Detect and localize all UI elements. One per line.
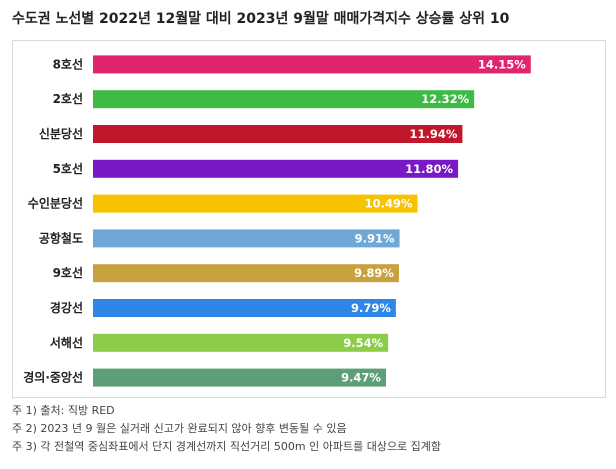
data-label: 9.79%	[351, 301, 391, 315]
data-label: 11.94%	[409, 127, 457, 141]
bar	[93, 90, 475, 109]
category-label: 서해선	[50, 335, 83, 350]
category-label: 경의·중앙선	[23, 370, 83, 385]
footnotes: 주 1) 출처: 직방 RED 주 2) 2023 년 9 월은 실거래 신고가…	[12, 402, 441, 456]
bar	[93, 55, 531, 74]
chart-title: 수도권 노선별 2022년 12월말 대비 2023년 9월말 매매가격지수 상…	[12, 11, 510, 27]
data-label: 9.91%	[355, 231, 395, 245]
bar-chart: 8호선 14.15% 2호선 12.32% 신분당선 11.94% 5호선 11.80% 수인분…	[23, 55, 531, 387]
footnote-source: 주 1) 출처: 직방 RED	[12, 404, 115, 417]
data-label: 9.47%	[341, 371, 381, 385]
data-label: 11.80%	[405, 162, 453, 176]
data-label: 12.32%	[421, 92, 469, 106]
footnote-note-3: 주 3) 각 전철역 중심좌표에서 단지 경계선까지 직선거리 500m 인 아…	[12, 440, 442, 453]
chart-area: 8호선 14.15% 2호선 12.32% 신분당선 11.94% 5호선 11.80% 수인분…	[12, 40, 606, 398]
category-label: 공항철도	[39, 230, 83, 245]
category-label: 경강선	[50, 300, 83, 315]
data-label: 10.49%	[365, 197, 413, 211]
bar	[93, 368, 386, 387]
bar	[93, 125, 463, 143]
bar	[93, 229, 400, 248]
data-label: 14.15%	[478, 57, 526, 71]
bar	[93, 159, 459, 178]
category-label: 8호선	[53, 56, 83, 71]
category-label: 수인분당선	[28, 196, 83, 211]
footnote-note-2: 주 2) 2023 년 9 월은 실거래 신고가 완료되지 않아 향후 변동될 …	[12, 422, 347, 435]
bar	[93, 194, 418, 213]
data-label: 9.89%	[354, 266, 394, 280]
category-label: 9호선	[53, 265, 83, 280]
category-label: 신분당선	[39, 126, 83, 141]
data-label: 9.54%	[343, 336, 383, 350]
bar	[93, 333, 389, 352]
bar	[93, 264, 399, 283]
category-label: 2호선	[53, 91, 83, 106]
category-label: 5호선	[53, 161, 83, 176]
bar	[93, 299, 396, 317]
